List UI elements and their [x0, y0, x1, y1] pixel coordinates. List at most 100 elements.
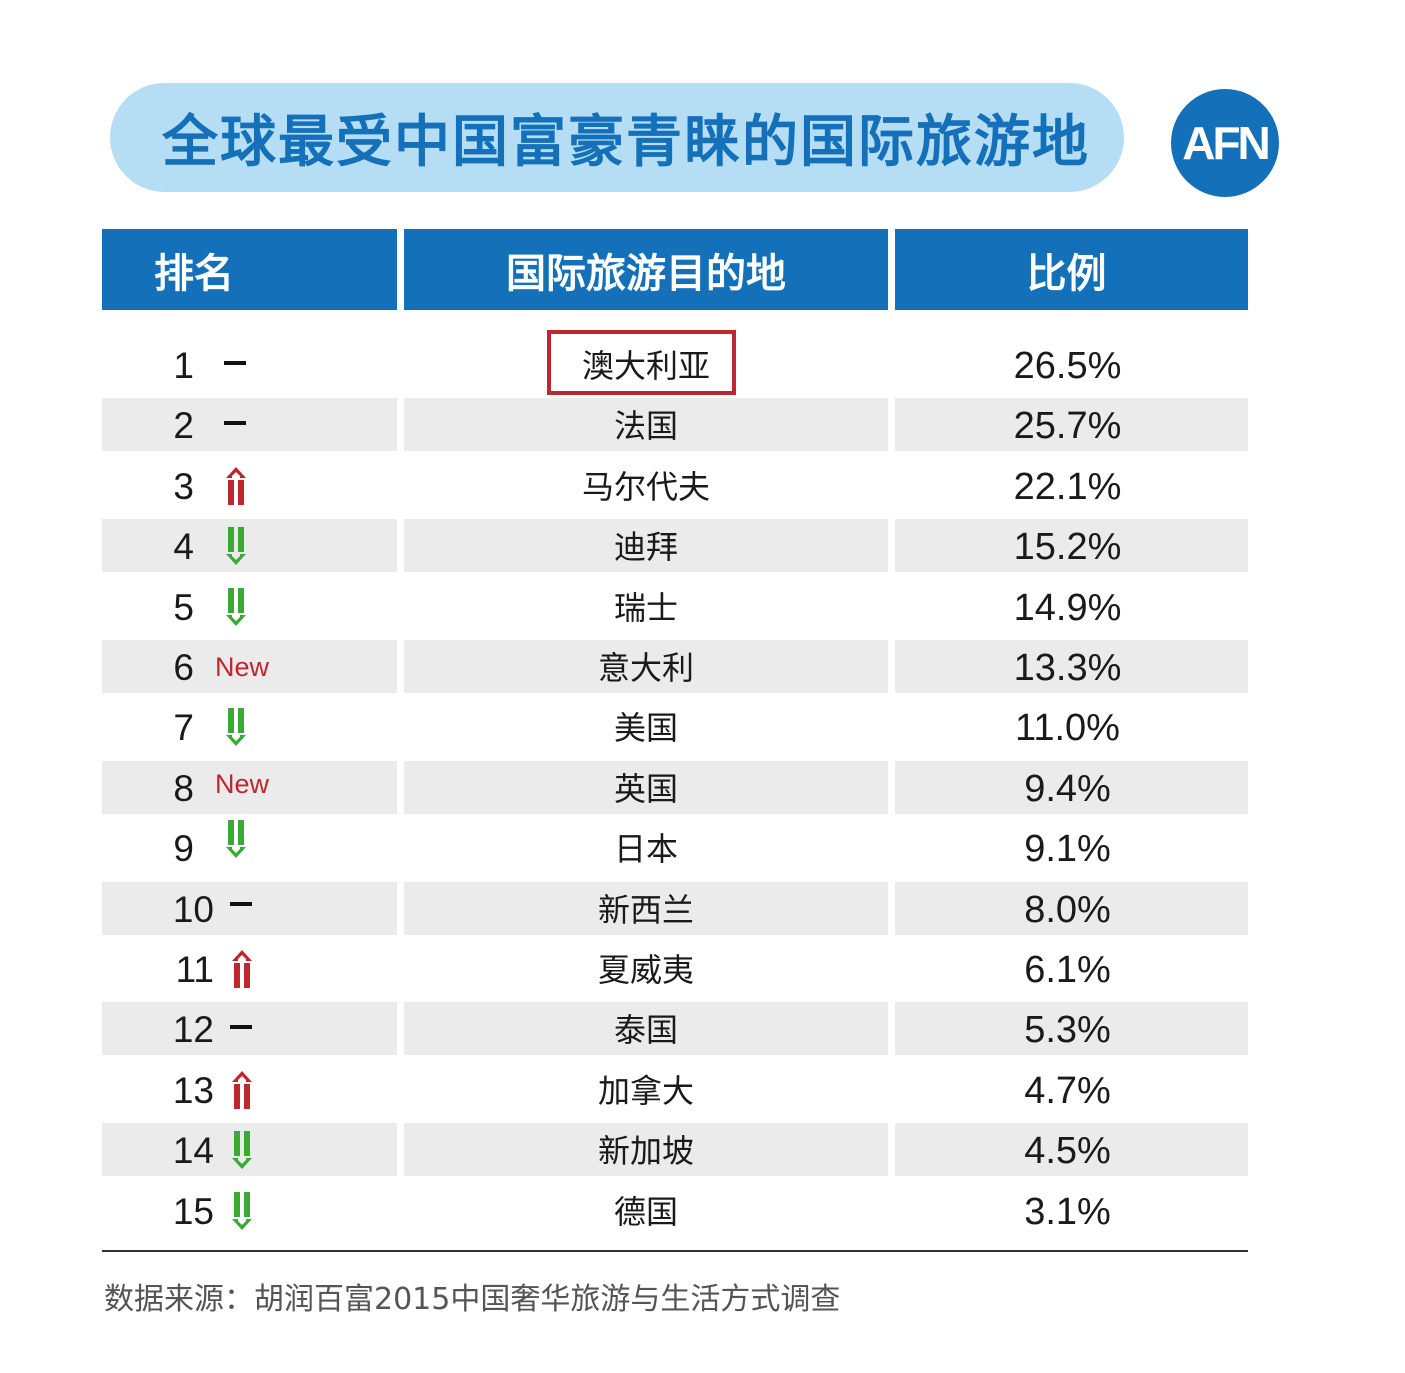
- rank-number: 14: [172, 1130, 214, 1171]
- ratio-cell: 9.1%: [895, 821, 1248, 874]
- table-row: 13 加拿大 4.7%: [102, 1063, 1248, 1116]
- table-row: 9 日本 9.1%: [102, 820, 1248, 874]
- rank-number: 3: [173, 466, 194, 507]
- no-change-dash-icon: [230, 902, 252, 906]
- table-row: 8 New 英国 9.4%: [102, 761, 1248, 814]
- table-row: 14 新加坡 4.5%: [102, 1123, 1248, 1176]
- ratio-value: 3.1%: [1024, 1191, 1111, 1233]
- table-row: 1 澳大利亚 26.5%: [102, 338, 1248, 391]
- ratio-cell: 26.5%: [895, 338, 1248, 391]
- ratio-value: 22.1%: [1013, 466, 1122, 508]
- table-row: 2 法国 25.7%: [102, 398, 1248, 451]
- header-rank: 排名: [102, 229, 397, 310]
- destination-cell: 新西兰: [404, 882, 888, 935]
- ratio-cell: 11.0%: [895, 700, 1248, 753]
- destination-cell: 法国: [404, 398, 888, 451]
- destination-cell: 加拿大: [404, 1063, 888, 1116]
- rank-number: 15: [172, 1191, 214, 1232]
- ratio-value: 4.7%: [1024, 1070, 1111, 1112]
- ratio-cell: 5.3%: [895, 1002, 1248, 1055]
- rank-cell: 13: [102, 1063, 397, 1116]
- rank-number: 9: [173, 828, 194, 869]
- rank-cell: 4: [102, 519, 397, 572]
- ratio-cell: 25.7%: [895, 398, 1248, 451]
- rank-up-arrow-icon: [225, 467, 247, 509]
- page-title: 全球最受中国富豪青睐的国际旅游地: [162, 110, 1090, 175]
- ratio-value: 26.5%: [1013, 345, 1122, 387]
- destination-name: 日本: [613, 830, 678, 868]
- destination-name: 新西兰: [597, 891, 694, 929]
- rank-cell: 10: [102, 882, 397, 935]
- new-entry-label: New: [215, 769, 270, 799]
- rank-down-arrow-icon: [231, 1131, 253, 1173]
- destination-cell: 瑞士: [404, 580, 888, 633]
- rank-cell: 5: [102, 580, 397, 633]
- rank-number: 5: [173, 587, 194, 628]
- source-note: 数据来源：胡润百富2015中国奢华旅游与生活方式调查: [104, 1282, 841, 1317]
- rank-number: 11: [175, 949, 214, 990]
- destination-cell: 澳大利亚: [404, 338, 888, 391]
- logo-text: AFN: [1182, 117, 1271, 169]
- destination-cell: 马尔代夫: [404, 459, 888, 512]
- rank-cell: 7: [102, 700, 397, 753]
- destination-name: 意大利: [597, 649, 694, 687]
- ratio-value: 15.2%: [1013, 526, 1122, 568]
- rank-down-arrow-icon: [225, 708, 247, 750]
- ratio-cell: 13.3%: [895, 640, 1248, 693]
- destination-name: 新加坡: [597, 1132, 694, 1170]
- destination-name: 德国: [613, 1193, 678, 1231]
- rank-number: 13: [172, 1070, 214, 1111]
- ratio-cell: 14.9%: [895, 580, 1248, 633]
- rank-cell: 15: [102, 1184, 397, 1237]
- rank-number: 2: [173, 405, 194, 446]
- rank-number: 1: [173, 345, 194, 386]
- destination-name: 夏威夷: [597, 951, 694, 989]
- destination-cell: 新加坡: [404, 1123, 888, 1176]
- rank-number: 12: [172, 1009, 214, 1050]
- destination-name: 澳大利亚: [581, 347, 710, 385]
- highlight-box: [547, 330, 736, 395]
- ratio-cell: 4.5%: [895, 1123, 1248, 1176]
- ratio-cell: 22.1%: [895, 459, 1248, 512]
- ratio-value: 8.0%: [1024, 889, 1111, 931]
- rank-down-arrow-icon: [225, 588, 247, 630]
- table-row: 11 夏威夷 6.1%: [102, 942, 1248, 995]
- header-ratio: 比例: [895, 229, 1248, 310]
- afn-logo: AFN: [1171, 89, 1279, 197]
- ratio-value: 9.4%: [1024, 768, 1111, 810]
- destination-name: 美国: [613, 709, 678, 747]
- rank-number: 7: [173, 707, 194, 748]
- ratio-value: 9.1%: [1024, 828, 1111, 870]
- table-row: 15 德国 3.1%: [102, 1184, 1248, 1237]
- destination-name: 加拿大: [597, 1072, 694, 1110]
- destination-cell: 美国: [404, 700, 888, 753]
- header-destination: 国际旅游目的地: [404, 229, 888, 310]
- no-change-dash-icon: [224, 361, 246, 365]
- rank-cell: 6 New: [102, 640, 397, 693]
- rank-cell: 2: [102, 398, 397, 451]
- rank-up-arrow-icon: [231, 950, 253, 992]
- destination-name: 泰国: [613, 1011, 678, 1049]
- rank-up-arrow-icon: [231, 1071, 253, 1113]
- rank-number: 8: [173, 768, 194, 809]
- rank-number: 6: [173, 647, 194, 688]
- destination-name: 瑞士: [613, 589, 678, 627]
- no-change-dash-icon: [224, 421, 246, 425]
- rank-cell: 1: [102, 338, 397, 391]
- ratio-value: 11.0%: [1015, 707, 1120, 749]
- table-row: 3 马尔代夫 22.1%: [102, 459, 1248, 512]
- destination-name: 英国: [613, 770, 678, 808]
- ratio-cell: 8.0%: [895, 882, 1248, 935]
- rank-cell: 8 New: [102, 761, 397, 814]
- ratio-value: 4.5%: [1024, 1130, 1111, 1172]
- destination-name: 迪拜: [613, 528, 678, 566]
- rank-number: 10: [172, 889, 214, 930]
- destination-name: 法国: [613, 407, 678, 445]
- ratio-cell: 6.1%: [895, 942, 1248, 995]
- rank-down-arrow-icon: [225, 527, 247, 569]
- destination-cell: 英国: [404, 761, 888, 814]
- table-row: 10 新西兰 8.0%: [102, 882, 1248, 935]
- ratio-cell: 15.2%: [895, 519, 1248, 572]
- destination-cell: 德国: [404, 1184, 888, 1237]
- table-row: 7 美国 11.0%: [102, 700, 1248, 753]
